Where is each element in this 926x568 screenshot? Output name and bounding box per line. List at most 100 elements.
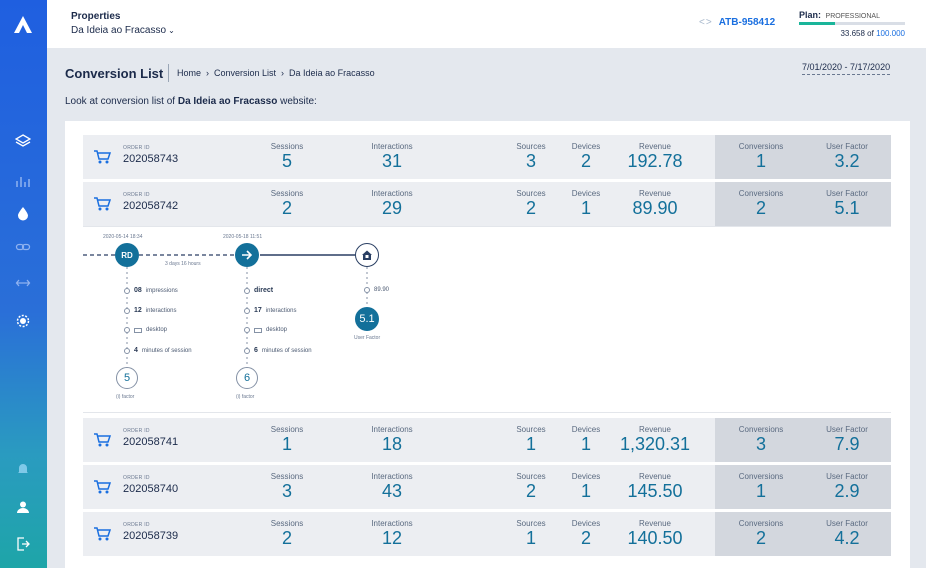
order-row[interactable]: ORDER ID 202058740 Sessions 3 Interactions 43… [83, 465, 891, 509]
session-1-step: desktop [124, 327, 167, 333]
plan-name: PROFESSIONAL [825, 13, 880, 20]
top-header: Properties Da Ideia ao Fracasso ⌄ <> ATB-… [47, 0, 926, 48]
interactions-metric: Interactions 29 [347, 189, 437, 218]
order-id[interactable]: 202058741 [123, 436, 179, 448]
order-row[interactable]: ORDER ID 202058741 Sessions 1 Interactions 18… [83, 418, 891, 462]
sessions-metric: Sessions 2 [247, 189, 327, 218]
order-id-label: ORDER ID [123, 428, 150, 434]
chart-icon[interactable] [14, 172, 32, 190]
breadcrumb-home[interactable]: Home [177, 68, 202, 78]
properties-label: Properties [71, 11, 121, 22]
conversion-timeline: 2020-05-14 18:34 RD 3 days 16 hours 08 im… [83, 226, 891, 413]
devices-value: 1 [580, 434, 591, 454]
sessions-label: Sessions [270, 142, 304, 151]
sessions-metric: Sessions 3 [247, 472, 327, 501]
revenue-label: Revenue [638, 425, 672, 434]
order-id[interactable]: 202058739 [123, 530, 179, 542]
session-2-step: 6 minutes of session [244, 347, 312, 354]
conversions-metric: Conversions 3 [717, 425, 805, 454]
layers-icon[interactable] [14, 132, 32, 150]
logout-icon[interactable] [14, 535, 32, 553]
bell-icon[interactable] [14, 460, 32, 478]
session-2-score-label: (i) factor [236, 394, 255, 400]
sessions-label: Sessions [270, 425, 304, 434]
user-factor-value: 2.9 [834, 481, 860, 501]
cart-icon [93, 432, 112, 448]
source-badge[interactable]: RD [115, 243, 139, 267]
sources-label: Sources [516, 519, 546, 528]
order-id-label: ORDER ID [123, 145, 150, 151]
breadcrumb-conversion-list[interactable]: Conversion List [214, 68, 277, 78]
user-factor-metric: User Factor 3.2 [805, 142, 889, 171]
order-id[interactable]: 202058743 [123, 153, 179, 165]
order-id-label: ORDER ID [123, 192, 150, 198]
devices-metric: Devices 1 [561, 425, 611, 454]
user-factor-value: 5.1 [834, 198, 860, 218]
property-selector[interactable]: Da Ideia ao Fracasso ⌄ [71, 25, 175, 36]
settings-icon[interactable] [14, 312, 32, 330]
usage-used: 33.658 [840, 29, 865, 38]
devices-metric: Devices 2 [561, 519, 611, 548]
devices-metric: Devices 2 [561, 142, 611, 171]
interactions-label: Interactions [371, 189, 413, 198]
devices-value: 1 [580, 481, 591, 501]
sidebar [0, 0, 47, 568]
session-1-score-label: (i) factor [116, 394, 135, 400]
usage-of: of [867, 29, 874, 38]
revenue-label: Revenue [638, 472, 672, 481]
cart-icon [93, 149, 112, 165]
sources-label: Sources [516, 142, 546, 151]
order-id[interactable]: 202058740 [123, 483, 179, 495]
drop-icon[interactable] [14, 204, 32, 222]
cart-icon [93, 526, 112, 542]
conversions-metric: Conversions 1 [717, 142, 805, 171]
sources-value: 2 [525, 198, 536, 218]
session-1-step: 4 minutes of session [124, 347, 192, 354]
order-id-label: ORDER ID [123, 522, 150, 528]
revenue-value: 1,320.31 [619, 434, 691, 454]
order-row[interactable]: ORDER ID 202058743 Sessions 5 Interactions 31… [83, 135, 891, 179]
sessions-metric: Sessions 1 [247, 425, 327, 454]
conversions-value: 3 [755, 434, 766, 454]
plan-usage-bar [799, 22, 905, 25]
revenue-label: Revenue [638, 142, 672, 151]
conversions-value: 2 [755, 528, 766, 548]
interactions-metric: Interactions 12 [347, 519, 437, 548]
cart-icon [93, 479, 112, 495]
link-icon[interactable] [14, 238, 32, 256]
session-2-score: 6 [236, 367, 258, 389]
sessions-label: Sessions [270, 472, 304, 481]
sources-metric: Sources 2 [501, 472, 561, 501]
date-range-picker[interactable]: 7/01/2020 - 7/17/2020 [802, 62, 891, 75]
order-row[interactable]: ORDER ID 202058739 Sessions 2 Interactions 12… [83, 512, 891, 556]
devices-value: 1 [580, 198, 591, 218]
revenue-value: 192.78 [627, 151, 683, 171]
plan-label: Plan: PROFESSIONAL [799, 10, 880, 20]
session-2-step: 17 interactions [244, 307, 296, 314]
order-row[interactable]: ORDER ID 202058742 Sessions 2 Interactions 29… [83, 182, 891, 226]
logo-icon[interactable] [12, 14, 34, 36]
chevron-right-icon: › [281, 68, 285, 78]
sources-value: 1 [525, 434, 536, 454]
session-2-step: direct [244, 287, 277, 294]
interactions-metric: Interactions 43 [347, 472, 437, 501]
order-id[interactable]: 202058742 [123, 200, 179, 212]
sources-label: Sources [516, 472, 546, 481]
revenue-metric: Revenue 140.50 [605, 519, 705, 548]
plan-usage-text: 33.658 of 100.000 [799, 29, 905, 38]
conversion-user-factor-label: User Factor [354, 335, 381, 341]
sources-metric: Sources 1 [501, 425, 561, 454]
interactions-label: Interactions [371, 519, 413, 528]
conversion-home-icon[interactable] [355, 243, 379, 267]
account-id[interactable]: <> ATB-958412 [699, 17, 775, 28]
arrow-right-icon[interactable] [235, 243, 259, 267]
user-factor-metric: User Factor 4.2 [805, 519, 889, 548]
revenue-value: 89.90 [632, 198, 678, 218]
user-icon[interactable] [14, 498, 32, 516]
interactions-value: 43 [381, 481, 403, 501]
revenue-metric: Revenue 145.50 [605, 472, 705, 501]
page-title: Conversion List [65, 66, 164, 81]
sessions-value: 2 [281, 528, 292, 548]
revenue-metric: Revenue 192.78 [605, 142, 705, 171]
swap-icon[interactable] [14, 274, 32, 292]
